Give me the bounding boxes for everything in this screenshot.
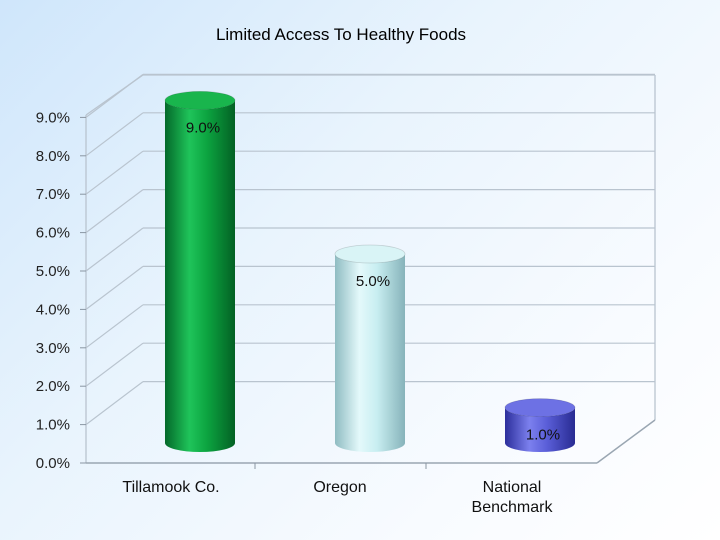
data-label: 5.0%: [356, 273, 390, 290]
bar-2: 5.0%: [334, 244, 406, 452]
bar-body: [505, 407, 575, 452]
gridline-side: [85, 189, 144, 234]
gridline-side: [85, 265, 144, 310]
gridline-side: [85, 73, 144, 118]
y-tick-label: 9.0%: [36, 109, 70, 126]
y-axis-ticks: 0.0% 1.0% 2.0% 3.0% 4.0% 5.0% 6.0% 7.0% 8.0% 9.0%: [36, 109, 427, 472]
gridline-side: [85, 150, 144, 195]
bar-top: [504, 398, 576, 418]
x-axis-labels: Tillamook Co. Oregon National Benchmark: [122, 479, 553, 516]
y-tick-label: 7.0%: [36, 186, 70, 203]
y-tick-label: 2.0%: [36, 378, 70, 395]
y-tick-label: 3.0%: [36, 340, 70, 357]
x-category-label: National Benchmark: [472, 479, 554, 516]
data-label: 9.0%: [186, 119, 220, 136]
bar-body: [165, 100, 235, 453]
y-tick-label: 8.0%: [36, 148, 70, 165]
bars: 9.0% 5.0% 1.0%: [164, 91, 576, 453]
y-tick-label: 0.0%: [36, 455, 70, 472]
y-tick-label: 5.0%: [36, 263, 70, 280]
bar-top: [164, 91, 236, 110]
y-tick-label: 1.0%: [36, 417, 70, 434]
gridline-side: [85, 381, 144, 426]
data-label: 1.0%: [526, 427, 560, 444]
gridline-side: [85, 227, 144, 272]
y-tick-label: 4.0%: [36, 301, 70, 318]
bar-1: 9.0%: [164, 91, 236, 453]
floor-right: [596, 419, 656, 464]
bar-3: 1.0%: [504, 398, 576, 452]
gridline-side: [85, 304, 144, 349]
bar-body: [335, 254, 405, 452]
chart-title: Limited Access To Healthy Foods: [216, 25, 466, 44]
x-category-label: Tillamook Co.: [122, 479, 219, 496]
gridline-side: [85, 112, 144, 157]
x-category-label: Oregon: [313, 479, 366, 496]
y-tick-label: 6.0%: [36, 225, 70, 242]
gridline-side: [85, 342, 144, 387]
bar-top: [334, 244, 406, 264]
